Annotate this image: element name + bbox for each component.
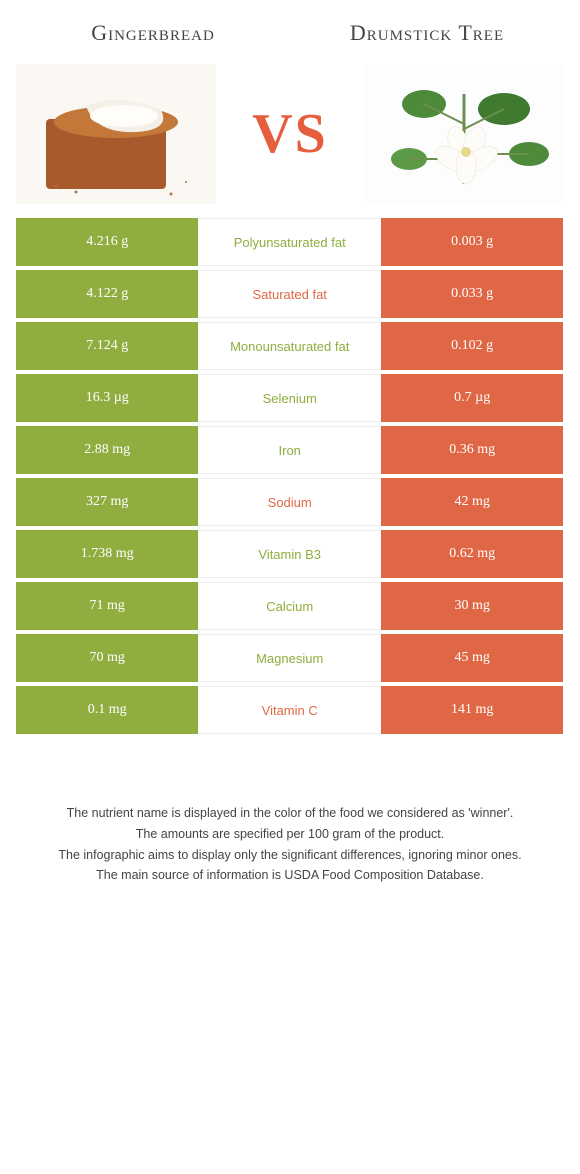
- table-row: 16.3 µgSelenium0.7 µg: [16, 374, 564, 422]
- gingerbread-image: [16, 64, 216, 204]
- table-row: 2.88 mgIron0.36 mg: [16, 426, 564, 474]
- nutrient-label: Vitamin B3: [198, 530, 380, 578]
- vs-label: VS: [252, 102, 328, 166]
- nutrient-table: 4.216 gPolyunsaturated fat0.003 g4.122 g…: [16, 218, 564, 734]
- table-row: 70 mgMagnesium45 mg: [16, 634, 564, 682]
- nutrient-label: Selenium: [198, 374, 380, 422]
- nutrient-label: Vitamin C: [198, 686, 380, 734]
- nutrient-label: Monounsaturated fat: [198, 322, 380, 370]
- nutrient-label: Saturated fat: [198, 270, 380, 318]
- left-value: 70 mg: [16, 634, 198, 682]
- nutrient-label: Sodium: [198, 478, 380, 526]
- table-row: 4.122 gSaturated fat0.033 g: [16, 270, 564, 318]
- left-value: 7.124 g: [16, 322, 198, 370]
- nutrient-label: Iron: [198, 426, 380, 474]
- header-titles: Gingerbread Drumstick Tree: [16, 20, 564, 46]
- left-value: 4.216 g: [16, 218, 198, 266]
- right-title: Drumstick Tree: [290, 20, 564, 46]
- footnotes: The nutrient name is displayed in the co…: [16, 804, 564, 885]
- nutrient-label: Polyunsaturated fat: [198, 218, 380, 266]
- right-value: 141 mg: [381, 686, 563, 734]
- right-value: 0.36 mg: [381, 426, 563, 474]
- table-row: 4.216 gPolyunsaturated fat0.003 g: [16, 218, 564, 266]
- right-value: 0.033 g: [381, 270, 563, 318]
- left-value: 16.3 µg: [16, 374, 198, 422]
- nutrient-label: Magnesium: [198, 634, 380, 682]
- nutrient-label: Calcium: [198, 582, 380, 630]
- footnote-line: The main source of information is USDA F…: [36, 866, 544, 885]
- table-row: 71 mgCalcium30 mg: [16, 582, 564, 630]
- left-value: 0.1 mg: [16, 686, 198, 734]
- drumstick-tree-image: [364, 64, 564, 204]
- right-value: 45 mg: [381, 634, 563, 682]
- left-value: 71 mg: [16, 582, 198, 630]
- table-row: 7.124 gMonounsaturated fat0.102 g: [16, 322, 564, 370]
- table-row: 0.1 mgVitamin C141 mg: [16, 686, 564, 734]
- right-value: 0.003 g: [381, 218, 563, 266]
- right-value: 0.62 mg: [381, 530, 563, 578]
- footnote-line: The infographic aims to display only the…: [36, 846, 544, 865]
- right-value: 42 mg: [381, 478, 563, 526]
- left-title: Gingerbread: [16, 20, 290, 46]
- right-value: 0.102 g: [381, 322, 563, 370]
- left-value: 2.88 mg: [16, 426, 198, 474]
- right-value: 0.7 µg: [381, 374, 563, 422]
- footnote-line: The nutrient name is displayed in the co…: [36, 804, 544, 823]
- footnote-line: The amounts are specified per 100 gram o…: [36, 825, 544, 844]
- left-value: 1.738 mg: [16, 530, 198, 578]
- table-row: 1.738 mgVitamin B30.62 mg: [16, 530, 564, 578]
- right-value: 30 mg: [381, 582, 563, 630]
- image-row: VS: [16, 64, 564, 204]
- left-value: 327 mg: [16, 478, 198, 526]
- left-value: 4.122 g: [16, 270, 198, 318]
- table-row: 327 mgSodium42 mg: [16, 478, 564, 526]
